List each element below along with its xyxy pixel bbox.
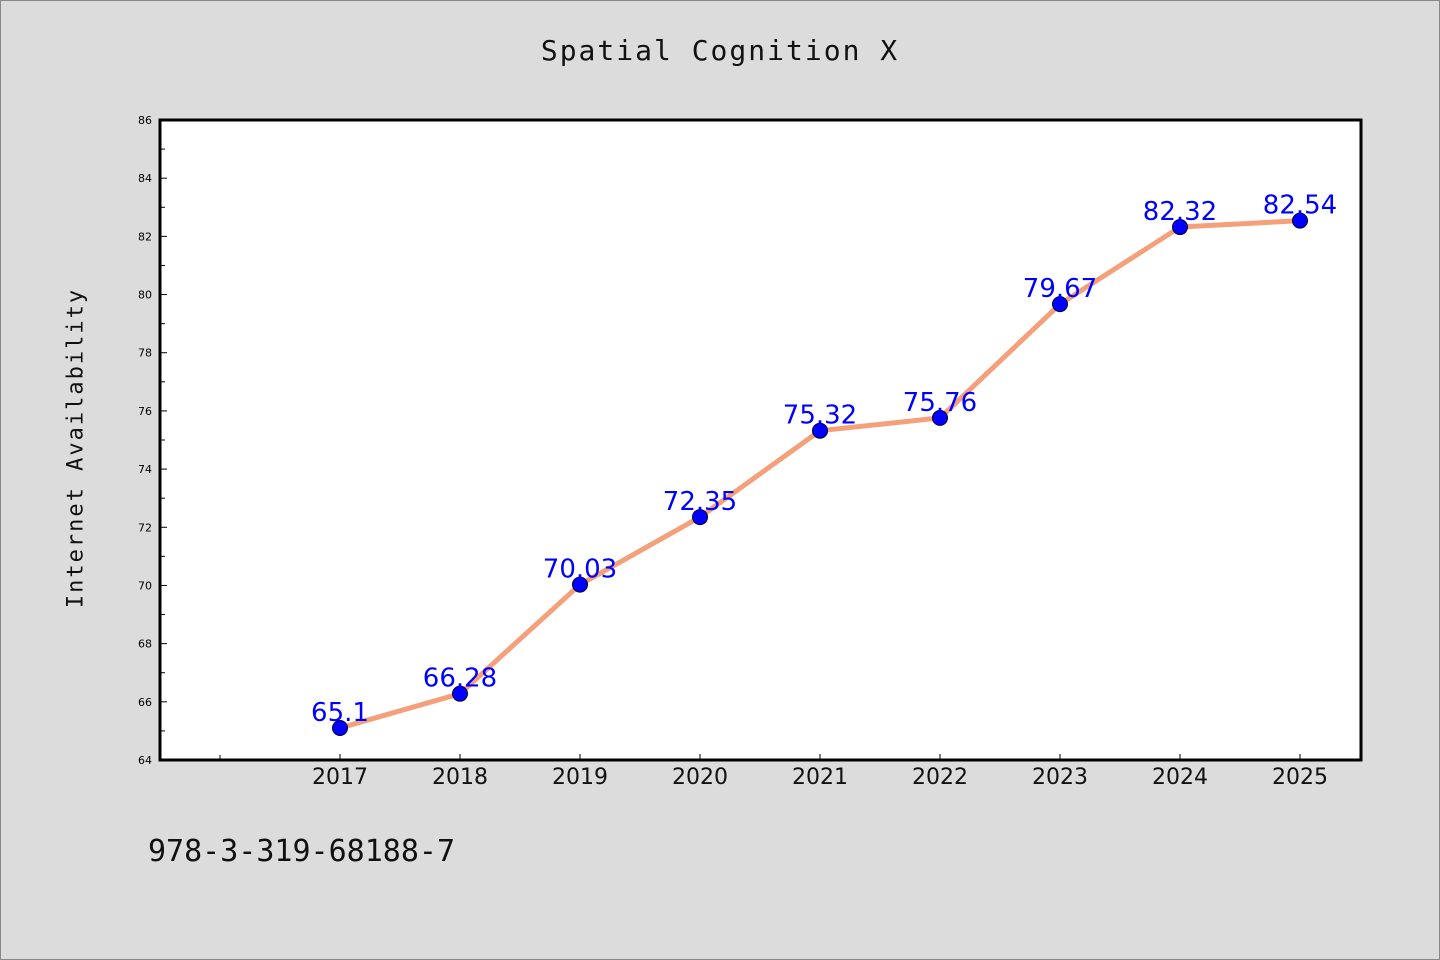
data-label: 72.35	[663, 487, 737, 517]
y-tick-label: 84	[138, 172, 152, 185]
y-tick-label: 80	[138, 289, 152, 302]
data-point	[932, 409, 948, 426]
x-tick-label: 2020	[672, 765, 728, 790]
y-tick-label: 64	[138, 754, 152, 767]
x-tick-label: 2023	[1032, 765, 1088, 790]
data-label: 65.1	[311, 698, 369, 728]
x-tick-label: 2017	[312, 765, 368, 790]
x-tick-label: 2024	[1152, 765, 1208, 790]
data-label: 75.76	[903, 388, 977, 418]
y-tick-label: 70	[138, 579, 152, 592]
data-label: 70.03	[543, 555, 617, 585]
y-tick-label: 78	[138, 347, 152, 360]
isbn-caption: 978-3-319-68188-7	[148, 834, 456, 869]
data-label: 66.28	[423, 664, 497, 694]
y-tick-label: 82	[138, 230, 152, 243]
data-label: 82.32	[1143, 197, 1217, 227]
x-tick-label: 2021	[792, 765, 848, 790]
y-tick-label: 68	[138, 638, 152, 651]
y-tick-label: 66	[138, 696, 152, 709]
data-point	[452, 685, 468, 702]
data-point	[692, 509, 708, 526]
data-label: 75.32	[783, 401, 857, 431]
x-tick-label: 2018	[432, 765, 488, 790]
x-tick-label: 2025	[1272, 765, 1328, 790]
data-label: 82.54	[1263, 191, 1337, 221]
y-tick-label: 76	[138, 405, 152, 418]
data-point	[812, 422, 828, 439]
data-point	[1052, 296, 1068, 313]
y-tick-label: 86	[138, 114, 152, 127]
data-point	[1172, 219, 1188, 236]
x-tick-label: 2019	[552, 765, 608, 790]
y-tick-label: 72	[138, 521, 152, 534]
data-point	[1292, 212, 1308, 229]
data-point	[332, 720, 348, 736]
data-point	[572, 576, 588, 593]
data-label: 79.67	[1023, 274, 1097, 304]
chart-title: Spatial Cognition X	[540, 34, 900, 67]
y-tick-label: 74	[138, 463, 152, 476]
plot-area	[158, 118, 1363, 762]
x-tick-label: 2022	[912, 765, 968, 790]
